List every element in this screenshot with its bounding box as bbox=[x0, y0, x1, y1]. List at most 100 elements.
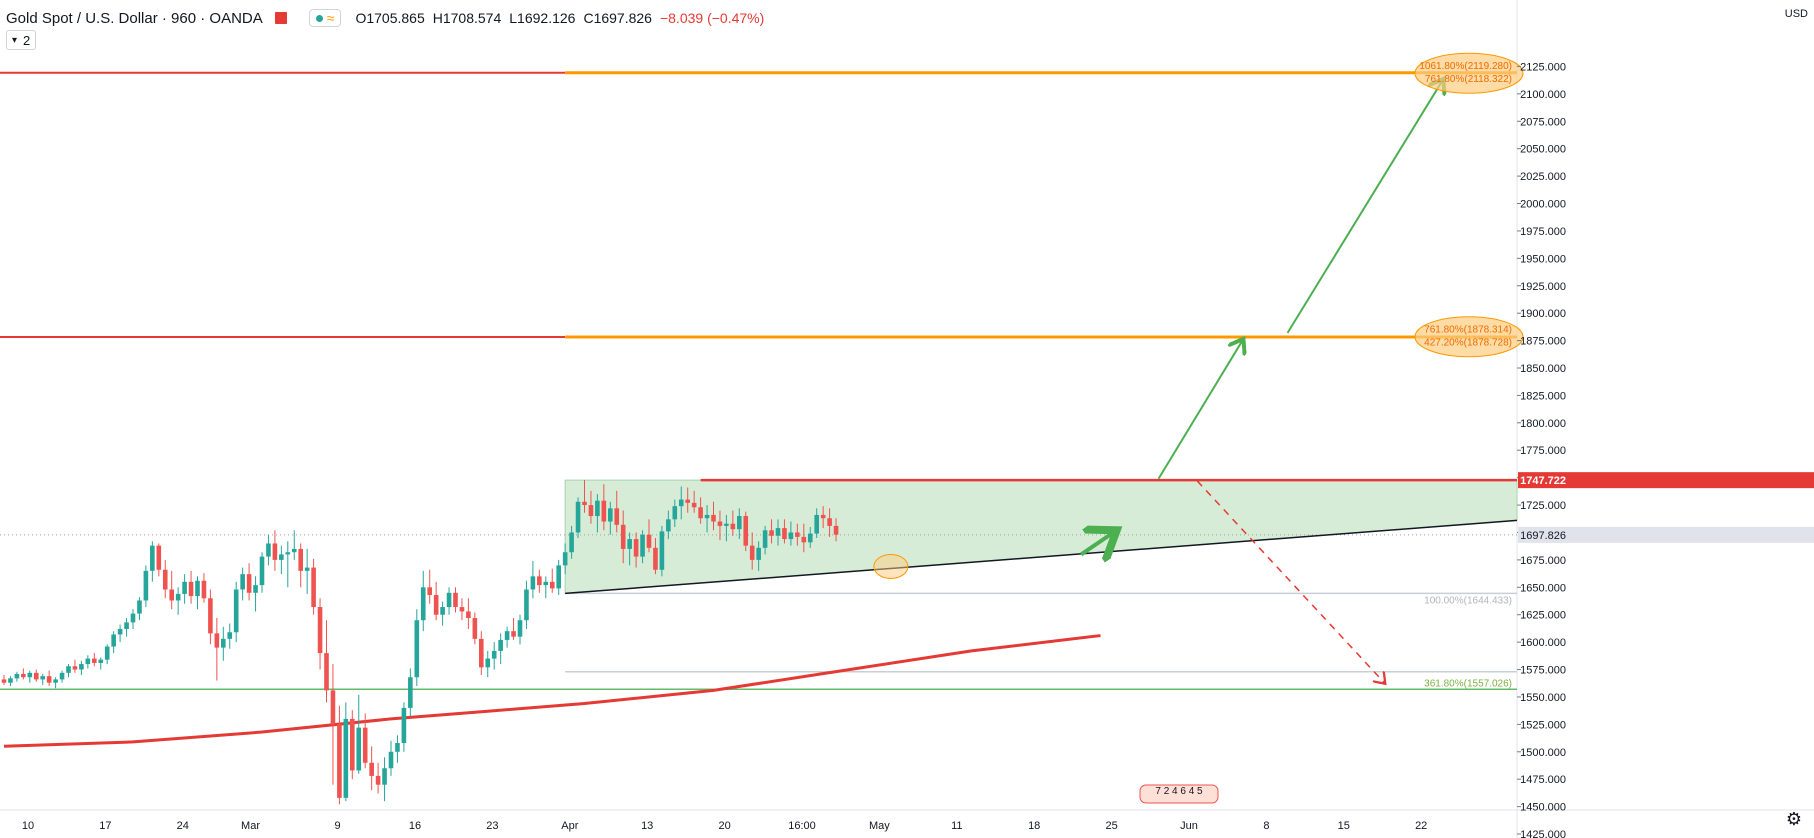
candle-body[interactable] bbox=[227, 632, 233, 639]
indicator-status-icons[interactable]: ≈ bbox=[308, 9, 342, 27]
candle-body[interactable] bbox=[375, 775, 381, 785]
candle-body[interactable] bbox=[233, 589, 239, 633]
candle-body[interactable] bbox=[343, 718, 349, 798]
candle-body[interactable] bbox=[285, 552, 291, 555]
candle-body[interactable] bbox=[530, 576, 536, 590]
candle-body[interactable] bbox=[124, 622, 129, 629]
candle-body[interactable] bbox=[485, 658, 491, 668]
candle-body[interactable] bbox=[724, 523, 729, 526]
candle-body[interactable] bbox=[298, 548, 303, 571]
candle-body[interactable] bbox=[562, 552, 568, 566]
candle-body[interactable] bbox=[72, 666, 78, 670]
candle-body[interactable] bbox=[382, 768, 387, 785]
projection-arrow-green[interactable] bbox=[1286, 81, 1443, 334]
candle-body[interactable] bbox=[446, 592, 452, 608]
candle-body[interactable] bbox=[730, 523, 736, 530]
candle-body[interactable] bbox=[33, 672, 39, 680]
candle-body[interactable] bbox=[743, 516, 749, 546]
candle-body[interactable] bbox=[240, 574, 245, 590]
candle-body[interactable] bbox=[66, 666, 71, 673]
fib-label-highlight[interactable] bbox=[1414, 316, 1524, 358]
candle-body[interactable] bbox=[8, 678, 13, 683]
candle-body[interactable] bbox=[653, 547, 658, 570]
candle-body[interactable] bbox=[21, 673, 26, 678]
candle-body[interactable] bbox=[479, 638, 484, 668]
candle-body[interactable] bbox=[537, 576, 542, 586]
candle-body[interactable] bbox=[659, 531, 665, 570]
ascending-trendline[interactable] bbox=[565, 519, 1518, 595]
candle-body[interactable] bbox=[556, 565, 561, 589]
resistance-price-label-box[interactable] bbox=[1518, 472, 1814, 489]
candle-body[interactable] bbox=[769, 530, 774, 536]
candle-body[interactable] bbox=[395, 743, 400, 752]
candle-body[interactable] bbox=[807, 533, 813, 543]
candle-body[interactable] bbox=[737, 516, 742, 530]
candle-body[interactable] bbox=[150, 545, 155, 571]
gear-icon[interactable]: ⚙ bbox=[1785, 809, 1802, 829]
candle-body[interactable] bbox=[182, 581, 187, 594]
candle-body[interactable] bbox=[104, 646, 110, 660]
candle-body[interactable] bbox=[762, 530, 768, 548]
candle-body[interactable] bbox=[291, 548, 297, 553]
candle-body[interactable] bbox=[433, 594, 439, 615]
candle-body[interactable] bbox=[356, 727, 362, 771]
candle-body[interactable] bbox=[633, 539, 639, 557]
candle-body[interactable] bbox=[717, 521, 723, 526]
candle-body[interactable] bbox=[511, 631, 516, 637]
symbol-title[interactable]: Gold Spot / U.S. Dollar · 960 · OANDA bbox=[6, 9, 263, 27]
candle-body[interactable] bbox=[59, 672, 65, 680]
candle-body[interactable] bbox=[362, 727, 368, 763]
candle-body[interactable] bbox=[472, 618, 478, 639]
candle-body[interactable] bbox=[311, 567, 316, 608]
last-price-label-box[interactable] bbox=[1518, 526, 1814, 543]
candle-body[interactable] bbox=[459, 607, 465, 612]
candle-body[interactable] bbox=[588, 505, 594, 517]
candle-body[interactable] bbox=[317, 607, 323, 654]
candle-body[interactable] bbox=[504, 631, 510, 640]
indicators-toggle[interactable]: ▾ 2 bbox=[6, 30, 37, 50]
candle-body[interactable] bbox=[827, 518, 832, 526]
candle-body[interactable] bbox=[601, 500, 607, 522]
candle-body[interactable] bbox=[401, 707, 407, 744]
candle-body[interactable] bbox=[130, 613, 136, 623]
candle-body[interactable] bbox=[672, 506, 678, 520]
candle-body[interactable] bbox=[691, 502, 697, 508]
candle-body[interactable] bbox=[814, 514, 819, 534]
consolidation-zone[interactable] bbox=[564, 479, 1518, 594]
projection-arrow-red[interactable] bbox=[1196, 480, 1384, 683]
event-markers-group[interactable] bbox=[1139, 784, 1219, 804]
projection-arrow-green[interactable] bbox=[1080, 532, 1113, 554]
candle-body[interactable] bbox=[640, 534, 645, 557]
candle-body[interactable] bbox=[92, 658, 97, 663]
candle-body[interactable] bbox=[201, 580, 207, 599]
candle-body[interactable] bbox=[408, 677, 413, 708]
candle-body[interactable] bbox=[330, 690, 336, 725]
fib-label-highlight[interactable] bbox=[1414, 52, 1524, 94]
candle-body[interactable] bbox=[195, 580, 200, 597]
candle-body[interactable] bbox=[162, 569, 168, 590]
candle-body[interactable] bbox=[453, 592, 458, 608]
candle-body[interactable] bbox=[543, 581, 549, 586]
candle-body[interactable] bbox=[1, 679, 7, 683]
candle-body[interactable] bbox=[698, 507, 703, 519]
candle-body[interactable] bbox=[678, 499, 684, 507]
candle-body[interactable] bbox=[491, 650, 497, 659]
candle-body[interactable] bbox=[324, 653, 329, 691]
candle-body[interactable] bbox=[40, 676, 45, 680]
candle-body[interactable] bbox=[117, 628, 123, 635]
candle-body[interactable] bbox=[549, 581, 555, 589]
candle-body[interactable] bbox=[498, 639, 503, 651]
candle-body[interactable] bbox=[214, 633, 220, 648]
candle-body[interactable] bbox=[169, 589, 174, 601]
candle-body[interactable] bbox=[85, 658, 91, 665]
candle-body[interactable] bbox=[704, 514, 710, 519]
projection-arrow-green[interactable] bbox=[1157, 341, 1243, 480]
candle-body[interactable] bbox=[388, 751, 394, 769]
candle-body[interactable] bbox=[246, 574, 252, 593]
candle-body[interactable] bbox=[420, 587, 426, 621]
candle-body[interactable] bbox=[304, 567, 310, 571]
candle-body[interactable] bbox=[46, 676, 52, 683]
candle-body[interactable] bbox=[646, 534, 652, 548]
candle-body[interactable] bbox=[143, 570, 149, 601]
candle-body[interactable] bbox=[749, 545, 755, 560]
